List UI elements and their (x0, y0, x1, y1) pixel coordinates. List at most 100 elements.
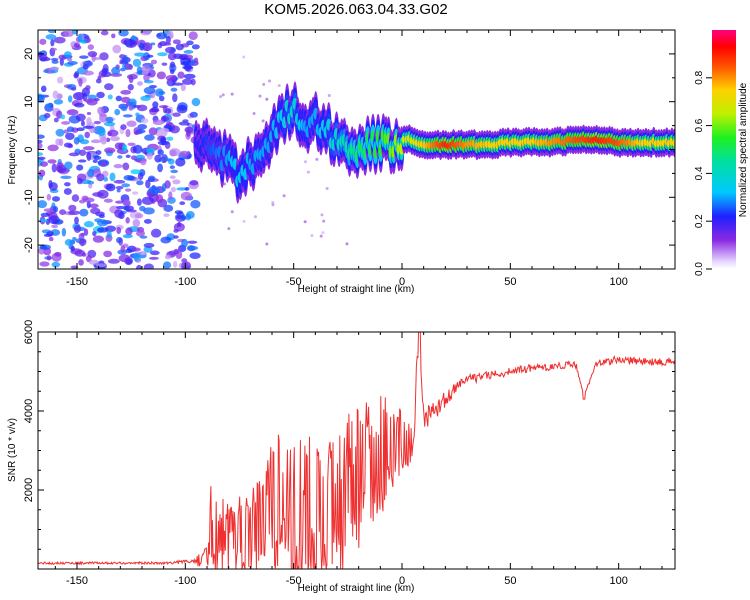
spectrogram-noise-blob (128, 75, 134, 84)
spectrogram-noise-blob (178, 150, 189, 158)
spectrogram-noise-blob (167, 52, 177, 61)
spectrogram-noise-blob (66, 126, 75, 133)
spectrogram-noise-blob (170, 186, 177, 193)
spectrogram-noise-blob (76, 127, 85, 132)
spectrogram-noise-blob (63, 30, 74, 37)
spectrogram-noise-blob (121, 96, 131, 103)
spectrogram-noise-blob (150, 42, 156, 46)
spectrogram-noise-blob (71, 194, 80, 202)
spectrogram-noise-blob (103, 250, 113, 258)
spectrogram-noise-blob (99, 214, 105, 219)
spectrogram-noise-blob (189, 111, 198, 118)
spectrogram-noise-blob (183, 73, 196, 79)
spectrogram-noise-blob (113, 179, 126, 184)
spectrogram-noise-blob (271, 203, 275, 207)
spectrogram-noise-blob (149, 250, 160, 256)
spectrogram-noise-blob (103, 198, 113, 203)
snr-ytick-label: 6000 (23, 320, 35, 344)
spectrogram-noise-blob (118, 30, 129, 37)
spectrogram-noise-blob (52, 90, 59, 99)
spectrogram-noise-blob (162, 261, 172, 269)
spectrogram-noise-blob (165, 74, 176, 81)
spectrogram-noise-blob (134, 213, 144, 219)
spectrogram-noise-blob (169, 68, 175, 75)
spectrogram-noise-blob (73, 42, 80, 48)
spectrogram-noise-blob (39, 261, 50, 267)
spectrogram-noise-blob (303, 220, 307, 224)
snr-xtick-label: 100 (609, 575, 627, 587)
spectrogram-noise-blob (128, 98, 137, 107)
spectrogram-noise-blob (155, 194, 164, 204)
spectrogram-noise-blob (83, 60, 93, 67)
colorbar-label: Normalized spectral amplitude (738, 82, 749, 217)
spectrogram-noise-blob (321, 231, 325, 235)
spectrogram-xlabel: Height of straight line (km) (298, 284, 415, 295)
spectrogram-noise-blob (67, 95, 73, 103)
spectrogram-noise-blob (116, 237, 122, 244)
spectrogram-noise-blob (157, 42, 163, 49)
spectrogram-noise-blob (190, 199, 201, 209)
spectrogram-noise-blob (47, 144, 59, 152)
spectrogram-noise-blob (86, 151, 92, 161)
spectrogram-xtick-label: 50 (504, 276, 516, 288)
spectrogram-noise-blob (157, 149, 164, 156)
spectrogram-noise-blob (252, 111, 256, 115)
spectrogram-noise-blob (122, 114, 133, 118)
spectrogram-noise-blob (143, 263, 154, 269)
snr-series-line (38, 332, 675, 569)
spectrogram-noise-blob (78, 199, 86, 204)
spectrogram-noise-blob (53, 99, 64, 105)
snr-ytick-label: 4000 (23, 399, 35, 423)
spectrogram-noise-blob (60, 175, 72, 180)
spectrogram-noise-blob (166, 121, 173, 125)
spectrogram-noise-blob (68, 152, 80, 157)
spectrogram-noise-blob (111, 66, 121, 75)
spectrogram-noise-blob (73, 224, 82, 233)
spectrogram-noise-blob (64, 239, 74, 246)
spectrogram-noise-blob (68, 204, 77, 212)
spectrogram-noise-blob (114, 200, 124, 204)
spectrogram-noise-blob (113, 164, 123, 169)
spectrogram-noise-blob (47, 30, 56, 34)
spectrogram-ytick-label: 10 (23, 96, 35, 108)
spectrogram-noise-blob (106, 230, 112, 239)
spectrogram-noise-blob (163, 204, 174, 212)
spectrogram-noise-blob (242, 219, 246, 223)
spectrogram-noise-blob (81, 252, 87, 257)
spectrogram-noise-blob (97, 106, 104, 115)
spectrogram-noise-blob (184, 187, 190, 191)
spectrogram-noise-blob (51, 47, 57, 51)
spectrogram-noise-blob (180, 191, 192, 201)
spectrogram-noise-blob (173, 235, 179, 239)
spectrogram-noise-blob (123, 205, 134, 212)
spectrogram-noise-blob (60, 114, 66, 120)
spectrogram-noise-blob (322, 219, 326, 223)
spectrogram-noise-blob (90, 139, 102, 144)
spectrogram-noise-blob (253, 215, 257, 219)
spectrogram-noise-blob (188, 31, 198, 40)
spectrogram-noise-blob (134, 52, 146, 57)
spectrogram-noise-blob (169, 61, 176, 68)
spectrogram-noise-blob (116, 188, 121, 193)
spectrogram-noise-blob (70, 265, 79, 269)
spectrogram-noise-blob (164, 180, 171, 189)
spectrogram-noise-blob (136, 81, 143, 86)
spectrogram-noise-blob (120, 245, 126, 253)
spectrogram-noise-blob (39, 38, 47, 45)
spectrogram-noise-blob (45, 103, 52, 107)
spectrogram-noise-blob (73, 72, 79, 79)
spectrogram-noise-blob (55, 128, 65, 137)
spectrogram-noise-blob (130, 169, 141, 175)
spectrogram-noise-blob (112, 44, 122, 54)
spectrogram-noise-blob (242, 55, 246, 59)
spectrogram-xtick-label: -50 (286, 276, 302, 288)
spectrogram-noise-blob (319, 234, 323, 238)
spectrogram-noise-blob (95, 150, 102, 155)
spectrogram-noise-blob (38, 200, 48, 209)
spectrogram-noise-blob (150, 59, 158, 65)
spectrogram-noise-blob (132, 218, 141, 228)
spectrogram-noise-blob (306, 170, 310, 174)
spectrogram-noise-blob (135, 264, 143, 269)
spectrogram-noise-blob (136, 230, 146, 237)
